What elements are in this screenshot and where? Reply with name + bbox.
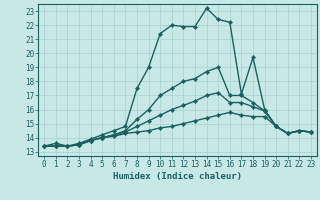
X-axis label: Humidex (Indice chaleur): Humidex (Indice chaleur) <box>113 172 242 181</box>
